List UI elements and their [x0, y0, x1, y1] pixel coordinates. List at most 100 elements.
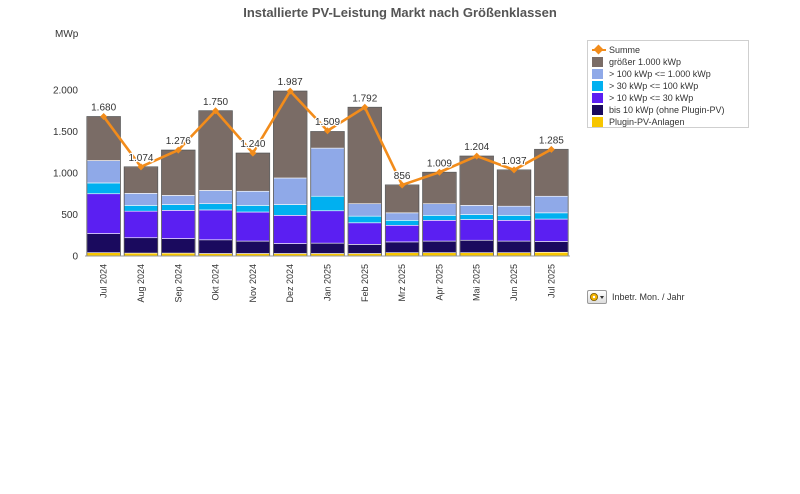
bar-segment [422, 240, 457, 253]
total-line-layer: 1.680 1.074 1.276 1.750 1.240 1.987 1.509 1.792… [90, 76, 566, 189]
bar-segment [422, 203, 457, 216]
bar-segment [496, 169, 532, 207]
legend-item-bis10[interactable]: bis 10 kWp (ohne Plugin-PV) [592, 104, 744, 116]
bar-segment [534, 251, 569, 257]
bar-segment [347, 215, 382, 224]
legend-label: Plugin-PV-Anlagen [609, 117, 685, 127]
x-tick-label: Jan 2025 [323, 264, 333, 301]
bar-segment [534, 218, 569, 242]
bar-segment [310, 242, 345, 254]
total-data-label: 1.987 [278, 77, 303, 88]
bar-segment [235, 211, 270, 242]
y-tick-label: 2.000 [53, 86, 78, 97]
total-data-label: 1.204 [464, 142, 489, 153]
total-data-label: 1.509 [315, 117, 340, 128]
bar-segment [534, 212, 569, 220]
bar-segment [123, 237, 159, 254]
y-tick-label: 500 [61, 210, 78, 221]
bar-segment [86, 160, 121, 184]
bar-segment [123, 193, 159, 206]
total-data-label: 1.240 [240, 139, 265, 150]
date-mode-button[interactable] [587, 290, 607, 304]
x-tick-label: Jul 2025 [546, 264, 556, 298]
bar-segment [385, 241, 420, 253]
y-axis-label: MWp [55, 29, 79, 40]
legend-label: > 10 kWp <= 30 kWp [609, 93, 694, 103]
bar-segment [161, 210, 196, 239]
total-marker [249, 149, 257, 157]
bar-segment [235, 190, 270, 206]
total-data-label: 1.285 [539, 135, 564, 146]
total-data-label: 1.792 [352, 93, 377, 104]
x-axis: Jul 2024 Aug 2024 Sep 2024 Okt 2024 Nov 2024… [85, 255, 570, 303]
total-marker [547, 145, 555, 153]
bar-segment [534, 149, 569, 197]
bar-segment [459, 155, 494, 206]
legend-item-10-30[interactable]: > 10 kWp <= 30 kWp [592, 92, 744, 104]
bar-segment [385, 220, 420, 226]
bar-segment [273, 215, 308, 244]
x-tick-label: Mai 2025 [472, 264, 482, 301]
x-tick-label: Nov 2024 [248, 264, 258, 303]
summe-line-icon [592, 45, 606, 55]
x-tick-label: Okt 2024 [211, 264, 221, 301]
total-marker [324, 127, 331, 135]
x-tick-label: Mrz 2025 [397, 264, 407, 302]
bar-segment [385, 212, 420, 221]
bar-segment [534, 241, 569, 253]
bar-segment [459, 214, 494, 220]
total-data-label: 856 [394, 171, 411, 182]
total-data-label: 1.276 [166, 136, 191, 147]
bar-segment [385, 224, 420, 243]
bar-segment [459, 205, 494, 215]
legend-label: größer 1.000 kWp [609, 57, 682, 67]
legend-swatch [592, 69, 603, 79]
x-tick-label: Jul 2024 [99, 264, 109, 298]
bar-segment [422, 220, 457, 242]
bar-segment [347, 222, 382, 245]
total-data-label: 1.009 [427, 158, 452, 169]
legend-item-gt1000[interactable]: größer 1.000 kWp [592, 56, 744, 68]
legend-swatch [592, 117, 603, 127]
legend: Summe größer 1.000 kWp > 100 kWp <= 1.00… [587, 40, 749, 128]
y-axis: 0 500 1.000 1.500 2.000 [53, 86, 78, 263]
chart-title: Installierte PV-Leistung Markt nach Größ… [243, 5, 557, 20]
bar-segment [422, 215, 457, 221]
bar-segment [235, 240, 270, 254]
total-marker [473, 152, 481, 160]
bar-segment [496, 205, 532, 216]
bar-segment [347, 106, 382, 205]
total-marker [174, 146, 182, 154]
legend-swatch [592, 57, 603, 67]
bar-segment [86, 233, 121, 253]
total-marker [212, 107, 220, 115]
legend-swatch [592, 93, 603, 103]
total-marker [398, 181, 406, 189]
bar-segment [235, 205, 270, 213]
legend-item-plugin[interactable]: Plugin-PV-Anlagen [592, 116, 744, 128]
legend-label: bis 10 kWp (ohne Plugin-PV) [609, 105, 725, 115]
bar-segment [496, 220, 532, 242]
y-tick-label: 0 [72, 252, 78, 263]
x-tick-label: Jun 2025 [509, 264, 519, 301]
bar-segment [273, 243, 308, 254]
date-mode-label: Inbetr. Mon. / Jahr [612, 292, 685, 302]
bar-segment [347, 244, 382, 254]
total-marker [137, 163, 145, 171]
bar-segment [235, 152, 270, 192]
total-data-label: 1.750 [203, 97, 228, 108]
legend-label: > 100 kWp <= 1.000 kWp [609, 69, 711, 79]
bar-segment [273, 204, 308, 216]
legend-item-summe[interactable]: Summe [592, 44, 744, 56]
chart-options-icon [590, 293, 604, 301]
y-tick-label: 1.500 [53, 127, 78, 138]
bar-segment [198, 203, 233, 211]
total-marker [435, 168, 443, 176]
bar-segment [86, 193, 121, 234]
bar-segment [310, 210, 345, 244]
bar-segment [123, 166, 159, 194]
legend-item-30-100[interactable]: > 30 kWp <= 100 kWp [592, 80, 744, 92]
legend-item-100-1000[interactable]: > 100 kWp <= 1.000 kWp [592, 68, 744, 80]
bar-segment [459, 219, 494, 241]
bar-segment [459, 239, 494, 253]
